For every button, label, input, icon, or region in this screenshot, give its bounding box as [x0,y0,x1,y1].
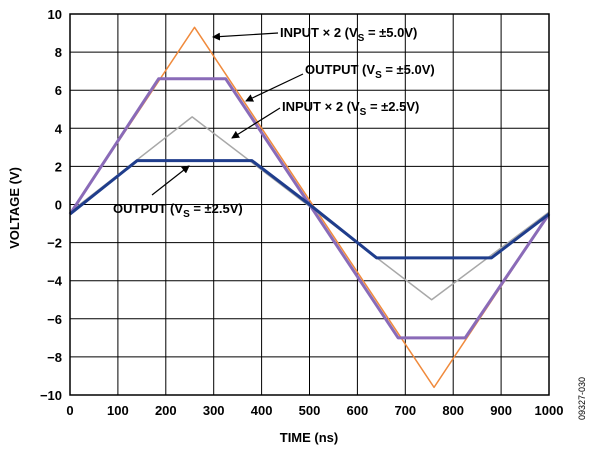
x-tick-labels: 0 100 200 300 400 500 600 700 800 900 1000 [66,403,563,418]
svg-text:OUTPUT (VS = ±2.5V): OUTPUT (VS = ±2.5V) [113,201,243,220]
annotation-subscript: S [183,209,190,220]
x-tick-label: 0 [66,403,73,418]
svg-text:INPUT × 2 (VS = ±2.5V): INPUT × 2 (VS = ±2.5V) [282,99,419,118]
x-tick-label: 600 [347,403,369,418]
y-tick-label: −8 [47,350,62,365]
figure-id: 09327-030 [577,377,587,420]
y-tick-label: −6 [47,312,62,327]
annotation-text: INPUT × 2 (V [282,99,360,114]
plot-frame [69,13,550,396]
annotation-output-5v: OUTPUT (VS = ±5.0V) [245,62,435,102]
annotation-arrow [231,107,281,139]
y-tick-label: 6 [55,83,62,98]
y-axis-label: VOLTAGE (V) [7,167,22,249]
annotation-text: INPUT × 2 (V [280,25,358,40]
x-tick-label: 400 [251,403,273,418]
annotation-text-tail: = ±2.5V) [366,99,419,114]
y-tick-label: 10 [48,7,62,22]
x-tick-label: 300 [203,403,225,418]
annotation-subscript: S [360,107,367,118]
x-tick-label: 100 [107,403,129,418]
x-tick-label: 500 [299,403,321,418]
x-tick-label: 900 [490,403,512,418]
x-tick-label: 1000 [535,403,564,418]
series-output-2p5v-line [69,159,550,260]
y-tick-label: −2 [47,236,62,251]
annotation-text: OUTPUT (V [113,201,183,216]
y-tick-label: 4 [55,121,63,136]
annotation-subscript: S [375,70,382,81]
series-lines [68,26,551,389]
y-tick-labels: −10 −8 −6 −4 −2 0 2 4 6 8 10 [40,7,63,403]
annotation-output-2p5v: OUTPUT (VS = ±2.5V) [113,165,243,220]
y-tick-label: 2 [55,159,62,174]
x-tick-label: 700 [394,403,416,418]
annotation-subscript: S [358,33,365,44]
x-tick-label: 800 [442,403,464,418]
annotation-text-tail: = ±5.0V) [382,62,435,77]
annotation-arrow [151,165,190,196]
annotation-text-tail: = ±5.0V) [364,25,417,40]
y-tick-label: −10 [40,388,62,403]
annotation-text: OUTPUT (V [305,62,375,77]
svg-text:OUTPUT (VS = ±5.0V): OUTPUT (VS = ±5.0V) [305,62,435,81]
annotation-text-tail: = ±2.5V) [190,201,243,216]
svg-text:INPUT × 2 (VS = ±5.0V): INPUT × 2 (VS = ±5.0V) [280,25,417,44]
x-axis-label: TIME (ns) [280,430,339,445]
x-tick-label: 200 [155,403,177,418]
y-tick-label: −4 [47,274,63,289]
y-tick-label: 8 [55,45,62,60]
y-tick-label: 0 [55,198,62,213]
annotation-input-2p5v: INPUT × 2 (VS = ±2.5V) [231,99,419,139]
annotation-arrow [212,32,279,41]
annotation-input-5v: INPUT × 2 (VS = ±5.0V) [212,25,417,44]
annotation-arrow [245,73,304,102]
